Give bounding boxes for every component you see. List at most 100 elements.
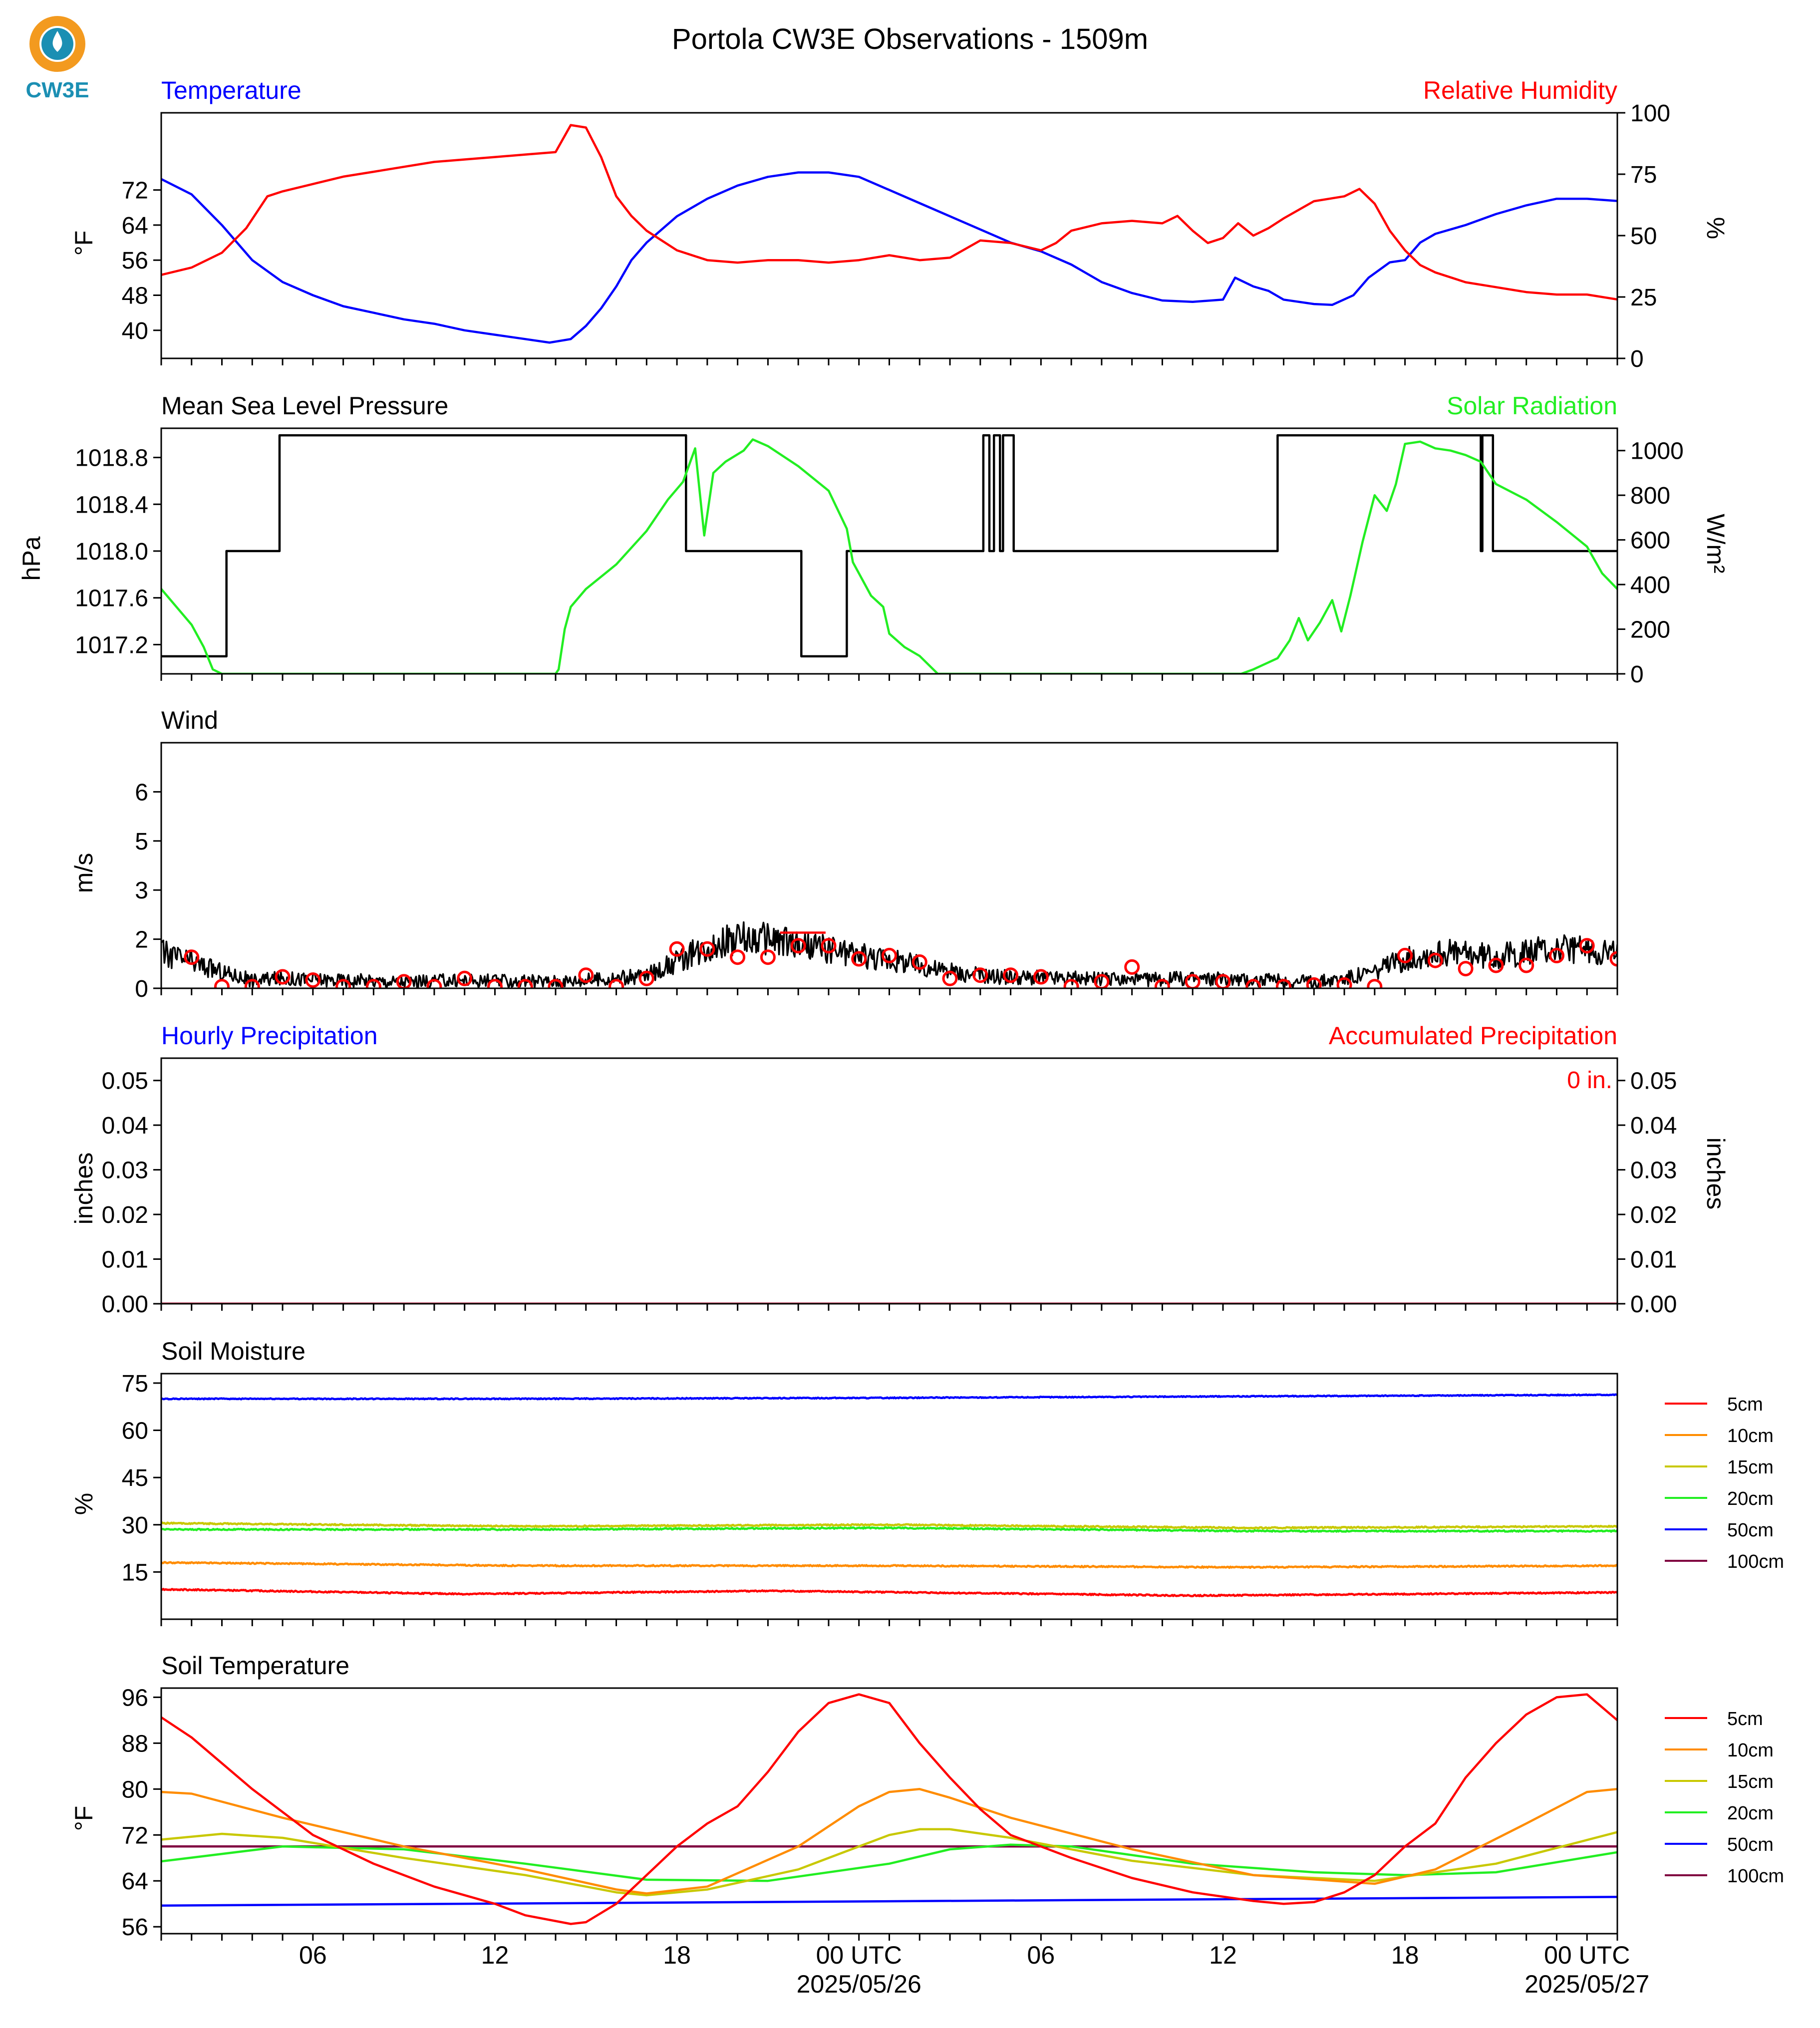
y-tick-label: 72 — [122, 1822, 148, 1849]
marker-wind-gust-15 — [638, 970, 654, 986]
accumulated-annotation: 0 in. — [1567, 1067, 1612, 1094]
marker-wind-gust-13 — [578, 967, 594, 983]
plot-frame — [160, 1057, 1618, 1305]
marker-wind-gust-44 — [1518, 957, 1534, 973]
plot-frame — [160, 1373, 1618, 1620]
marker-wind-gust-21 — [821, 938, 837, 954]
series-5cm — [161, 1588, 1617, 1598]
legend-label-20cm: 20cm — [1727, 1488, 1774, 1509]
marker-wind-gust-1 — [214, 979, 230, 988]
panel-title-left: Hourly Precipitation — [161, 1022, 378, 1050]
panel-3: 0 2 3 5 6 Wind m/s — [70, 706, 1618, 1002]
legend-label-5cm: 5cm — [1727, 1394, 1763, 1415]
panel-title-left: Temperature — [161, 76, 302, 104]
marker-wind-gust-12 — [548, 979, 564, 988]
y-tick-label-right: 0 — [1630, 661, 1644, 688]
y-tick-label: 0.01 — [102, 1247, 148, 1273]
panel-title-left: Wind — [161, 706, 218, 734]
series-relative-humidity — [161, 124, 1617, 301]
y-tick-label: 64 — [122, 1868, 148, 1895]
marker-wind-gust-31 — [1124, 959, 1140, 975]
y-tick-label: 48 — [122, 283, 148, 309]
y-tick-label: 1017.6 — [75, 585, 148, 612]
y-tick-label: 80 — [122, 1776, 148, 1803]
marker-wind-gust-41 — [1427, 952, 1443, 968]
series-15cm — [161, 1828, 1617, 1897]
y-tick-label: 1018.8 — [75, 445, 148, 472]
series-temperature — [161, 171, 1617, 344]
y-tick-label: 1017.2 — [75, 632, 148, 658]
plot-area — [161, 434, 1617, 674]
marker-wind-gust-20 — [790, 938, 806, 954]
y-tick-label: 3 — [135, 877, 148, 904]
marker-wind-gust-8 — [426, 979, 442, 988]
plot-frame — [160, 1687, 1618, 1935]
series-10cm — [161, 1561, 1617, 1569]
marker-wind-gust-25 — [942, 970, 958, 986]
y-tick-label: 40 — [122, 318, 148, 344]
marker-wind-gust-14 — [608, 979, 624, 988]
panel-title-left: Soil Temperature — [161, 1652, 349, 1680]
series-mean-sea-level-pressure — [161, 434, 1617, 658]
series-solar-radiation — [161, 438, 1617, 674]
x-tick-label: 00 UTC — [1544, 1941, 1630, 1969]
panel-title-right: Relative Humidity — [1423, 76, 1617, 104]
marker-wind-gust-2 — [244, 979, 260, 988]
marker-wind-gust-9 — [457, 970, 473, 986]
marker-wind-gust-23 — [882, 947, 897, 963]
marker-wind-gust-26 — [972, 967, 988, 983]
y-tick-label: 56 — [122, 1914, 148, 1941]
plot-area — [161, 124, 1617, 344]
marker-wind-gust-5 — [335, 979, 351, 988]
legend-label-10cm: 10cm — [1727, 1426, 1774, 1447]
y-axis-label-right: W/m² — [1702, 514, 1730, 573]
marker-wind-gust-6 — [365, 979, 381, 988]
y-axis-label: °F — [70, 231, 98, 256]
y-tick-label: 75 — [122, 1371, 148, 1397]
marker-wind-gust-4 — [305, 972, 321, 988]
y-tick-label: 1018.4 — [75, 492, 148, 518]
y-tick-label: 0.00 — [102, 1291, 148, 1318]
y-tick-label: 56 — [122, 248, 148, 274]
marker-wind-gust-29 — [1063, 979, 1079, 988]
figure-title: Portola CW3E Observations - 1509m — [672, 23, 1148, 55]
x-tick-label: 12 — [1209, 1941, 1237, 1969]
x-tick-label: 12 — [481, 1941, 509, 1969]
y-tick-label-right: 0.04 — [1630, 1113, 1677, 1139]
series-5cm — [161, 1693, 1617, 1925]
marker-wind-gust-42 — [1458, 961, 1474, 977]
y-tick-label: 2 — [135, 927, 148, 953]
series-10cm — [161, 1788, 1617, 1895]
plot-area — [161, 1693, 1617, 1925]
marker-wind-gust-39 — [1367, 979, 1383, 988]
y-axis-label: inches — [70, 1153, 98, 1225]
plot-area — [161, 1393, 1617, 1598]
plot-frame — [160, 112, 1618, 359]
marker-wind-gust-11 — [517, 979, 533, 988]
marker-wind-gust-10 — [487, 979, 503, 988]
legend-label-50cm: 50cm — [1727, 1834, 1774, 1855]
x-tick-label: 18 — [663, 1941, 691, 1969]
y-tick-label: 6 — [135, 779, 148, 806]
y-tick-label: 88 — [122, 1731, 148, 1757]
y-tick-label: 0.04 — [102, 1113, 148, 1139]
marker-wind-gust-35 — [1245, 979, 1261, 988]
y-tick-label-right: 0.00 — [1630, 1291, 1677, 1318]
panel-2: 1017.2 1017.6 1018.0 1018.4 1018.8 0 200 400 600… — [17, 392, 1730, 688]
y-tick-label-right: 600 — [1630, 528, 1670, 554]
marker-wind-gust-36 — [1276, 979, 1291, 988]
panel-title-left: Mean Sea Level Pressure — [161, 392, 448, 420]
panel-4: 0.00 0.01 0.02 0.03 0.04 0.05 0.00 0.01 0.02 0.03… — [70, 1022, 1730, 1318]
y-tick-label-right: 0.03 — [1630, 1158, 1677, 1184]
panel-title-left: Soil Moisture — [161, 1337, 305, 1365]
marker-wind-gust-0 — [184, 949, 200, 965]
legend-label-20cm: 20cm — [1727, 1803, 1774, 1824]
plot-area — [161, 921, 1617, 988]
x-tick-label: 00 UTC — [816, 1941, 902, 1969]
y-tick-label: 96 — [122, 1685, 148, 1711]
marker-wind-gust-3 — [275, 969, 291, 985]
panel-6: 56 64 72 80 88 96 Soil Temperature °F 5cm 10cm 15c… — [70, 1652, 1784, 1941]
y-tick-label: 0.03 — [102, 1158, 148, 1184]
